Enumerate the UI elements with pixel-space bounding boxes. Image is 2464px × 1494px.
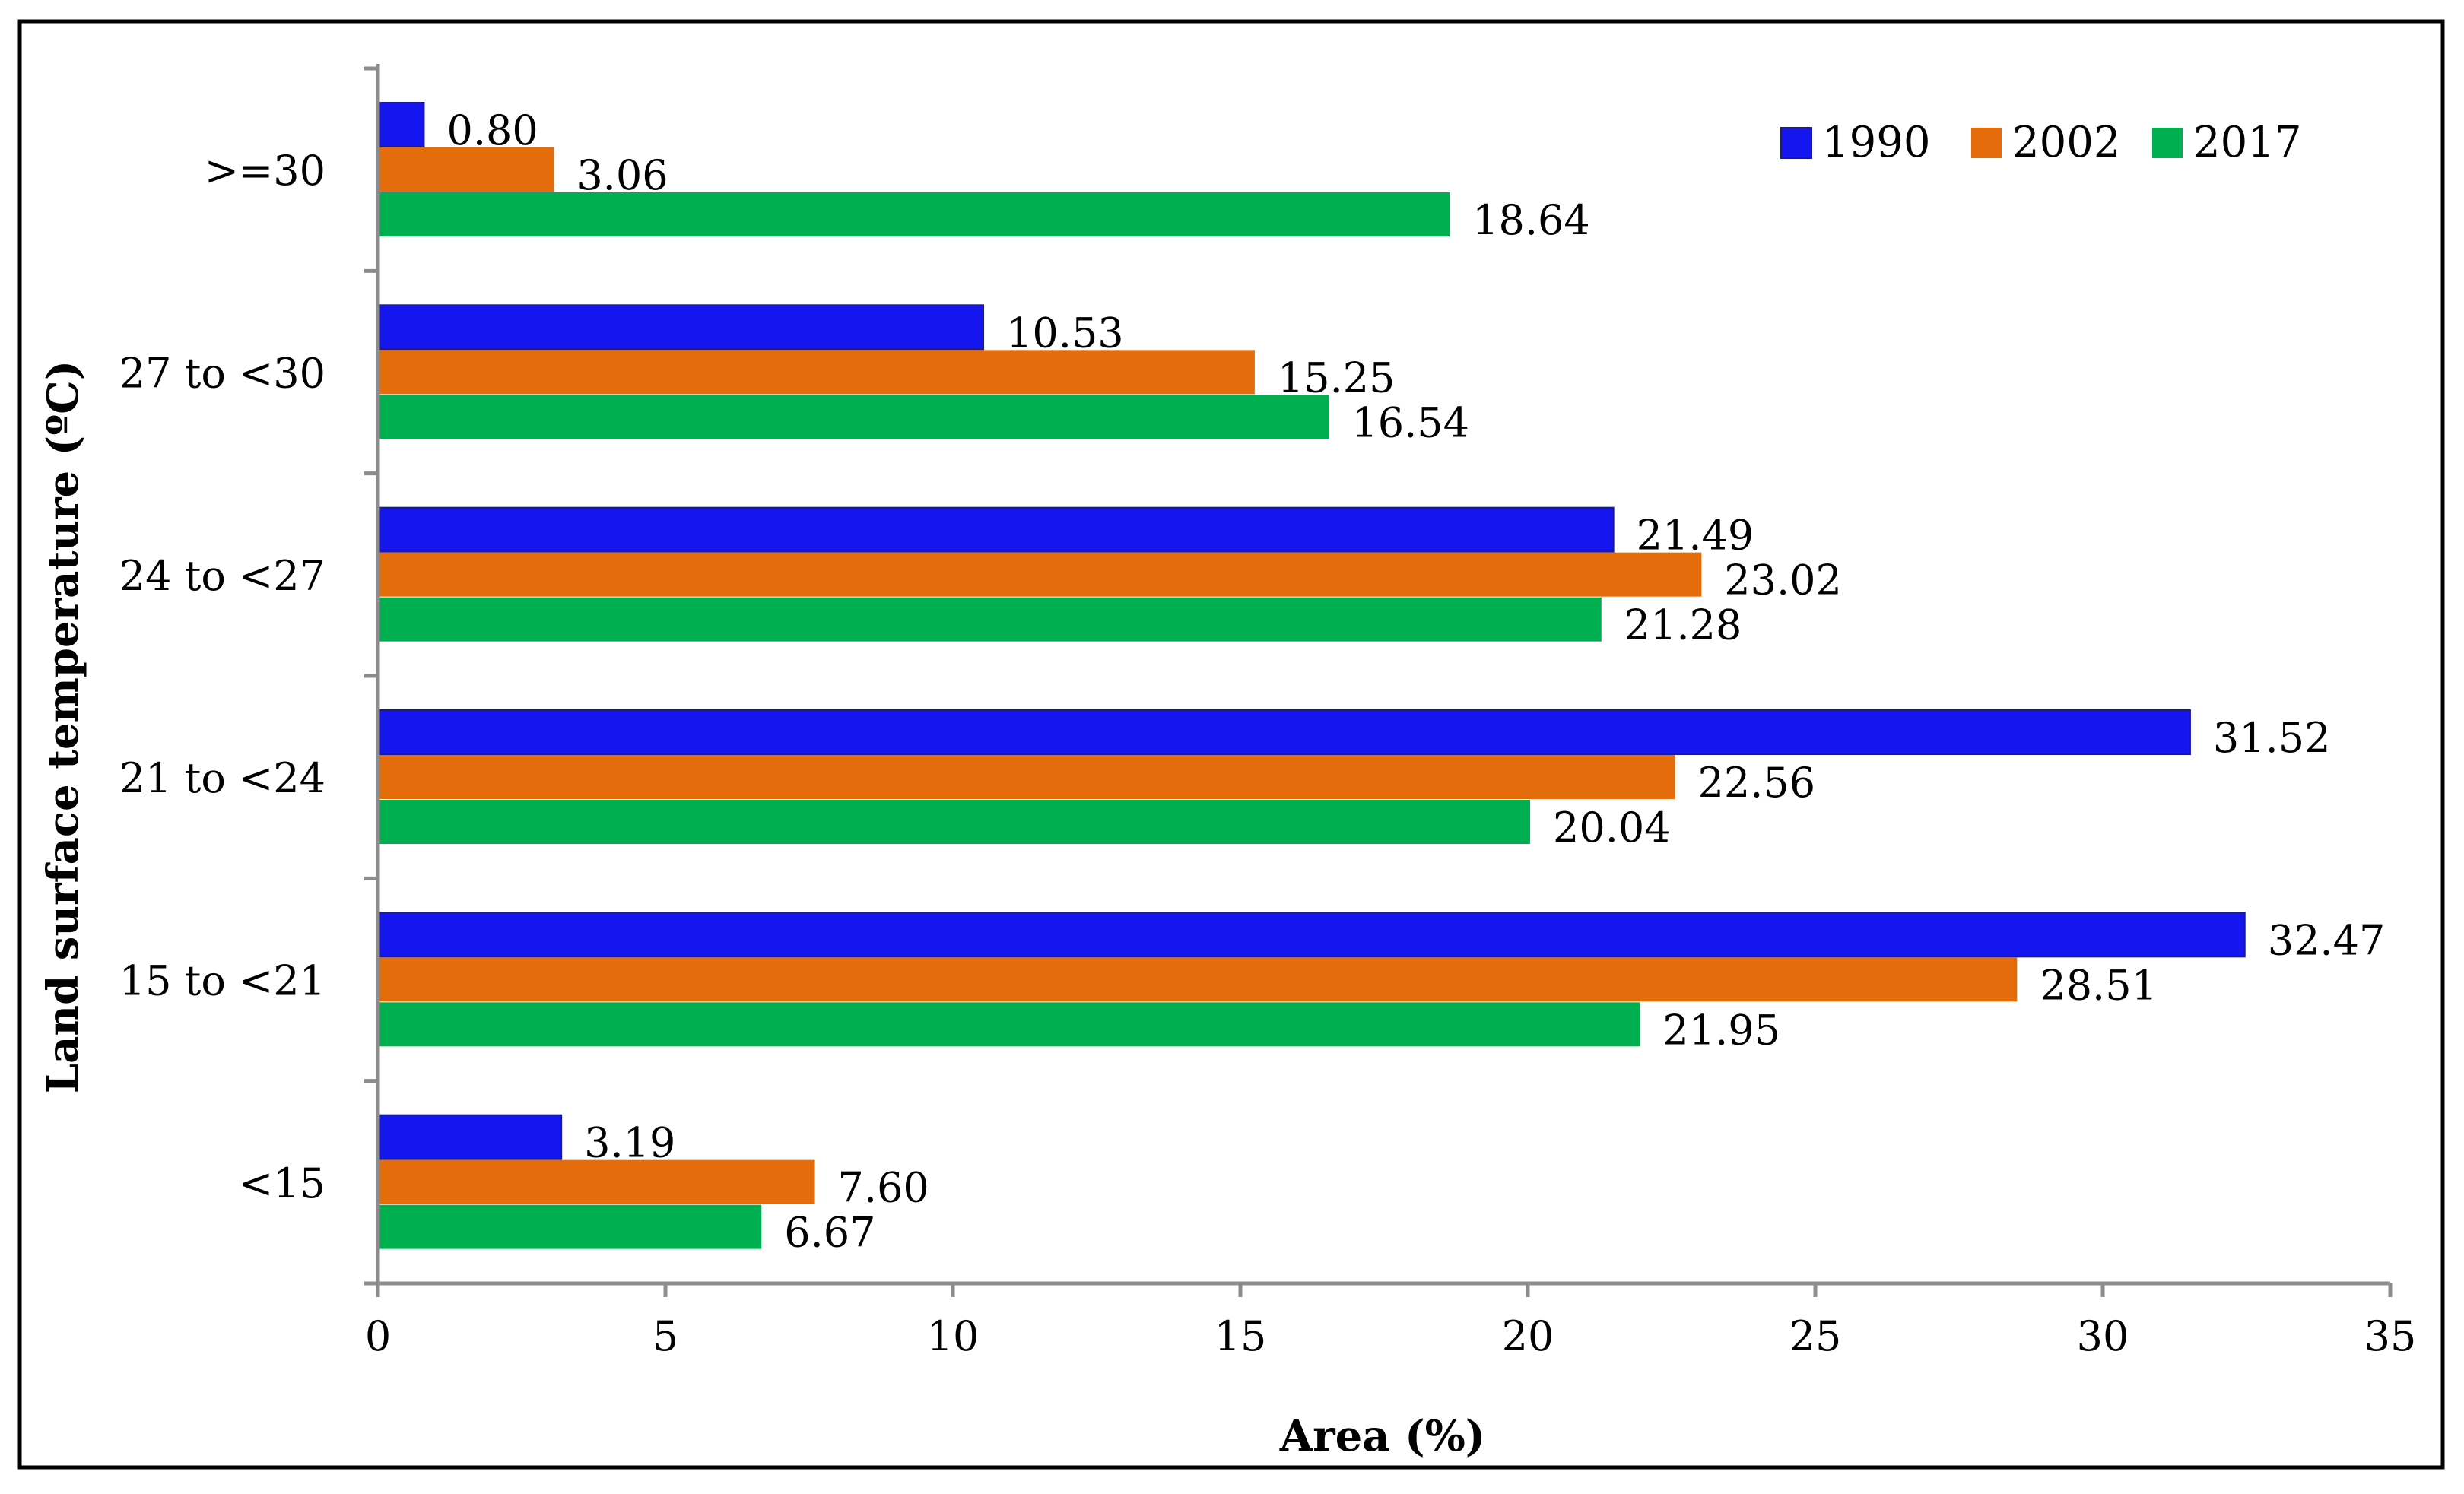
- legend-swatch-2002: [1971, 128, 2002, 158]
- category-label-1: 27 to <30: [119, 350, 325, 398]
- data-label-1990-5: 3.19: [584, 1119, 675, 1167]
- bar-2002-0: [378, 147, 554, 192]
- bar-2002-2: [378, 552, 1702, 597]
- data-label-2017-3: 20.04: [1553, 804, 1671, 852]
- bar-1990-4: [377, 912, 2246, 958]
- x-axis-title: Area (%): [1279, 1411, 1486, 1461]
- legend-label-2002: 2002: [2012, 118, 2121, 167]
- bar-2017-1: [378, 395, 1329, 439]
- data-label-1990-2: 21.49: [1637, 512, 1754, 560]
- bars-layer: [377, 102, 2246, 1249]
- x-tick-label-3: 15: [1215, 1312, 1267, 1360]
- legend-label-2017: 2017: [2193, 118, 2302, 167]
- x-tick-label-5: 25: [1789, 1312, 1842, 1360]
- legend-swatch-1990: [1780, 127, 1812, 159]
- data-label-2002-1: 15.25: [1278, 354, 1396, 401]
- data-label-1990-1: 10.53: [1006, 309, 1124, 357]
- y-axis-title: Land surface temperature (ºC): [38, 360, 88, 1093]
- bar-2002-5: [378, 1159, 815, 1204]
- bar-1990-3: [377, 709, 2191, 755]
- x-tick-label-6: 30: [2077, 1312, 2129, 1360]
- data-label-1990-0: 0.80: [446, 106, 538, 154]
- category-label-2: 24 to <27: [119, 552, 325, 600]
- data-label-2017-4: 21.95: [1662, 1006, 1780, 1054]
- legend-label-1990: 1990: [1822, 118, 1931, 167]
- bar-1990-0: [377, 102, 425, 147]
- data-label-2017-2: 21.28: [1624, 601, 1742, 649]
- axes-layer: [364, 64, 2393, 1297]
- data-label-2017-5: 6.67: [784, 1209, 875, 1257]
- data-label-2002-4: 28.51: [2040, 961, 2158, 1009]
- bar-1990-5: [377, 1114, 563, 1160]
- data-label-2002-2: 23.02: [1724, 557, 1842, 604]
- bar-2017-5: [378, 1204, 762, 1249]
- data-label-2017-0: 18.64: [1472, 196, 1590, 244]
- bar-2002-3: [378, 755, 1675, 799]
- bar-2017-4: [378, 1002, 1640, 1047]
- data-label-2017-1: 16.54: [1351, 398, 1469, 446]
- bar-1990-1: [377, 304, 985, 351]
- data-label-2002-5: 7.60: [838, 1164, 929, 1212]
- bar-2017-0: [378, 192, 1450, 236]
- legend-swatch-2017: [2152, 128, 2183, 158]
- bar-1990-2: [377, 506, 1615, 553]
- data-label-2002-0: 3.06: [576, 151, 668, 199]
- legend: 1990 2002 2017: [1780, 118, 2302, 167]
- x-tick-label-4: 20: [1502, 1312, 1554, 1360]
- category-label-4: 15 to <21: [119, 957, 325, 1005]
- bar-2017-2: [378, 597, 1602, 642]
- x-tick-label-1: 5: [653, 1312, 678, 1360]
- data-label-1990-4: 32.47: [2268, 916, 2386, 964]
- data-label-1990-3: 31.52: [2213, 714, 2331, 762]
- category-label-5: <15: [239, 1159, 325, 1207]
- bar-2002-4: [378, 957, 2018, 1002]
- x-tick-label-0: 0: [365, 1312, 391, 1360]
- x-tick-label-2: 10: [927, 1312, 980, 1360]
- bar-2017-3: [378, 800, 1531, 844]
- x-tick-label-7: 35: [2364, 1312, 2417, 1360]
- category-label-0: >=30: [205, 147, 325, 195]
- bar-2002-1: [378, 350, 1255, 395]
- category-label-3: 21 to <24: [119, 754, 325, 802]
- data-label-2002-3: 22.56: [1698, 759, 1816, 807]
